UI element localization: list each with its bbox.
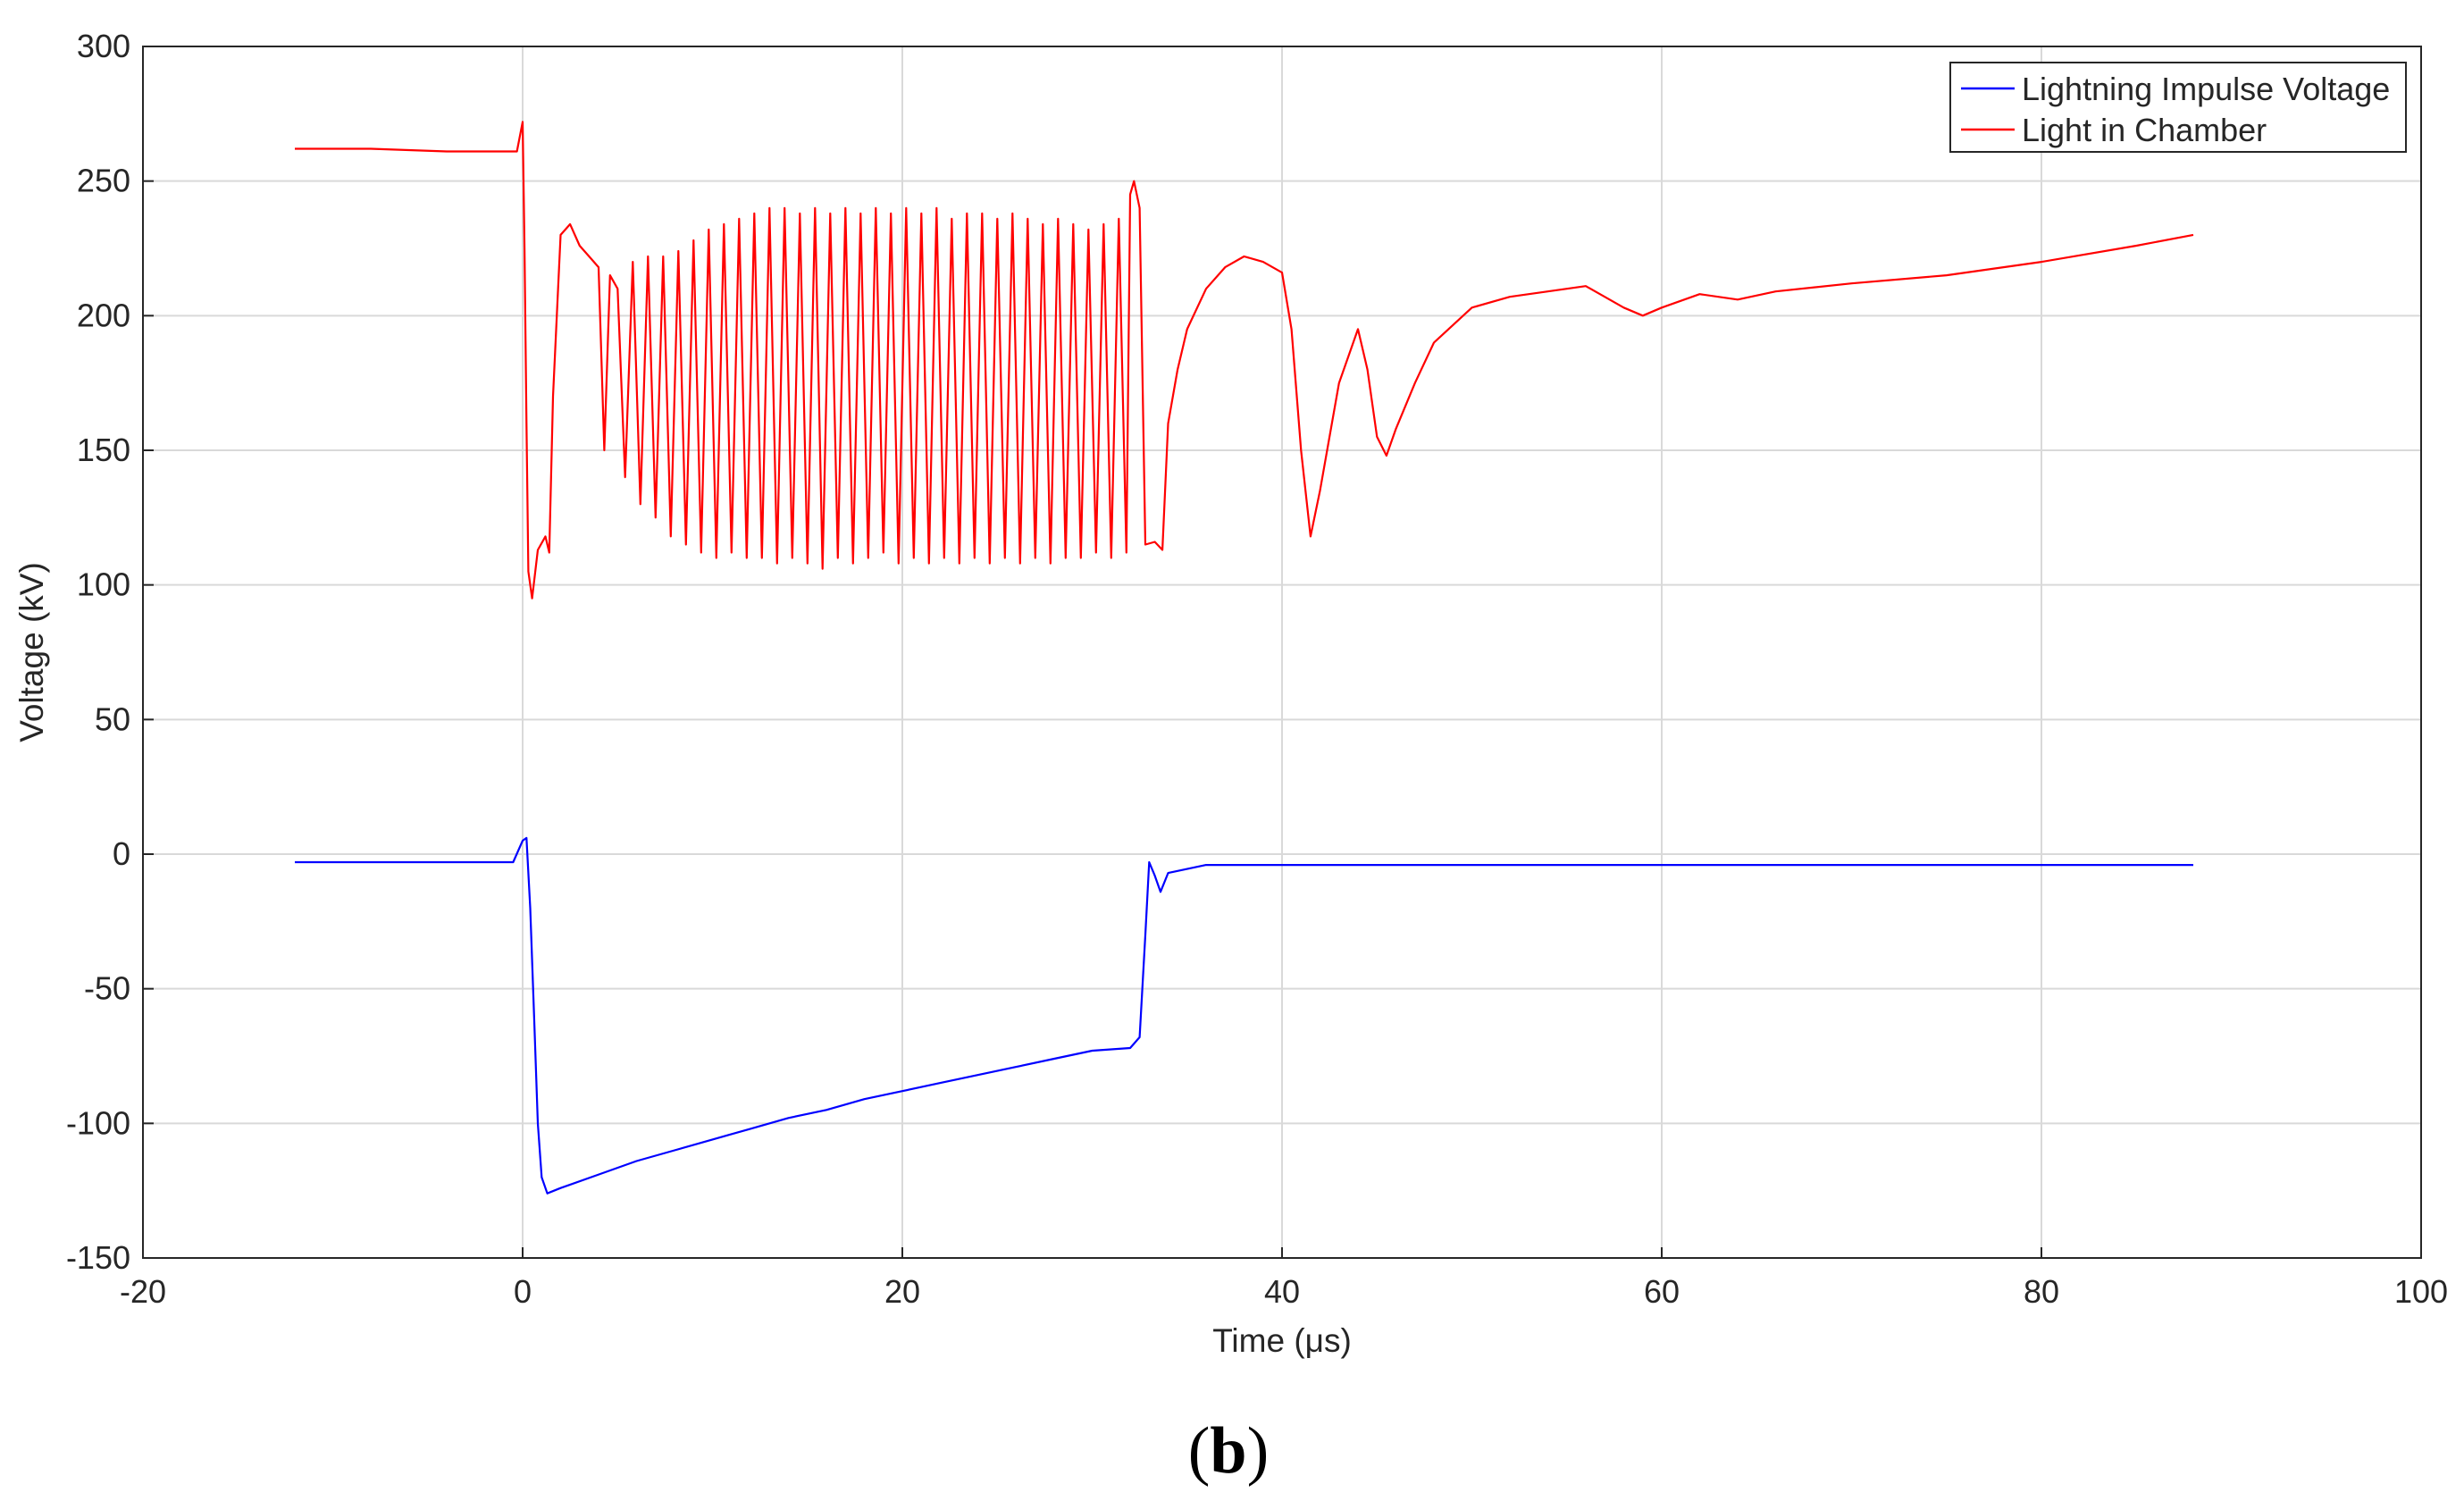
x-tick-label: 80 [2024, 1273, 2059, 1310]
panel-label-letter: b [1210, 1414, 1246, 1488]
y-tick-label: -50 [84, 970, 130, 1007]
x-tick-label: 60 [1644, 1273, 1680, 1310]
legend-label-light-in-chamber: Light in Chamber [2022, 112, 2267, 148]
y-tick-label: 300 [77, 28, 130, 64]
light-in-chamber-line [295, 121, 2194, 600]
lightning-impulse-voltage-line [295, 836, 2193, 1195]
legend-label-lightning-impulse-voltage: Lightning Impulse Voltage [2022, 71, 2390, 107]
x-tick-label: -20 [120, 1273, 166, 1310]
x-axis-title: Time (μs) [1212, 1322, 1352, 1359]
x-tick-label: 100 [2394, 1273, 2448, 1310]
y-tick-label: 150 [77, 432, 130, 468]
x-tick-label: 20 [884, 1273, 920, 1310]
y-axis-title: Voltage (kV) [13, 562, 50, 742]
legend: Lightning Impulse Voltage Light in Chamb… [1949, 62, 2407, 153]
y-tick-label: 250 [77, 163, 130, 199]
x-tick-label: 0 [514, 1273, 532, 1310]
panel-label-open: ( [1188, 1414, 1211, 1488]
y-tick-label: 100 [77, 566, 130, 603]
x-tick-label: 40 [1264, 1273, 1300, 1310]
grid [143, 46, 2421, 1258]
y-axis-ticks: -150 -100 -50 0 50 100 150 200 250 300 [66, 28, 154, 1276]
y-tick-label: -150 [66, 1239, 130, 1276]
y-tick-label: 50 [95, 700, 130, 737]
y-tick-label: 200 [77, 297, 130, 333]
y-tick-label: 0 [113, 835, 130, 872]
panel-label: (b) [1188, 1414, 1269, 1488]
y-tick-label: -100 [66, 1104, 130, 1141]
panel-label-close: ) [1247, 1414, 1270, 1488]
x-axis-ticks: -20 0 20 40 60 80 100 [120, 1247, 2448, 1310]
legend-box [1949, 62, 2407, 153]
series-layer [295, 121, 2194, 1195]
